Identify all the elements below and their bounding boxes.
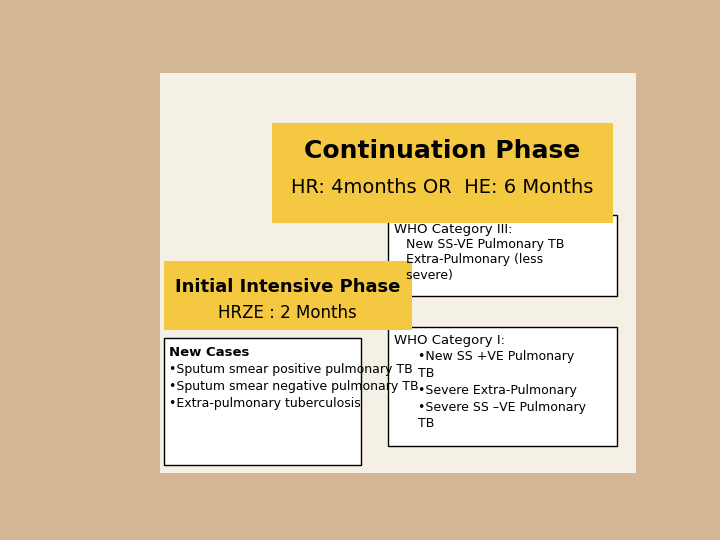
Text: Initial Intensive Phase: Initial Intensive Phase: [175, 278, 400, 296]
Text: New SS-VE Pulmonary TB: New SS-VE Pulmonary TB: [394, 238, 564, 251]
Text: •Sputum smear positive pulmonary TB: •Sputum smear positive pulmonary TB: [169, 363, 413, 376]
Text: Continuation Phase: Continuation Phase: [305, 139, 581, 164]
Text: •New SS +VE Pulmonary: •New SS +VE Pulmonary: [394, 350, 574, 363]
FancyBboxPatch shape: [272, 123, 613, 222]
Text: severe): severe): [394, 269, 453, 282]
Text: •Extra-pulmonary tuberculosis: •Extra-pulmonary tuberculosis: [169, 397, 361, 410]
Text: WHO Category III:: WHO Category III:: [394, 222, 513, 235]
Text: •Severe Extra-Pulmonary: •Severe Extra-Pulmonary: [394, 383, 577, 396]
Text: TB: TB: [394, 417, 434, 430]
FancyBboxPatch shape: [388, 215, 617, 296]
FancyBboxPatch shape: [163, 338, 361, 465]
Text: HR: 4months OR  HE: 6 Months: HR: 4months OR HE: 6 Months: [292, 178, 594, 197]
FancyBboxPatch shape: [160, 72, 636, 473]
Text: Extra-Pulmonary (less: Extra-Pulmonary (less: [394, 253, 543, 266]
Text: •Severe SS –VE Pulmonary: •Severe SS –VE Pulmonary: [394, 401, 586, 414]
FancyBboxPatch shape: [163, 261, 412, 330]
Text: New Cases: New Cases: [169, 346, 249, 359]
FancyBboxPatch shape: [388, 327, 617, 446]
Text: WHO Category I:: WHO Category I:: [394, 334, 505, 347]
Text: TB: TB: [394, 367, 434, 380]
Text: HRZE : 2 Months: HRZE : 2 Months: [218, 303, 357, 321]
Text: •Sputum smear negative pulmonary TB: •Sputum smear negative pulmonary TB: [169, 380, 418, 393]
